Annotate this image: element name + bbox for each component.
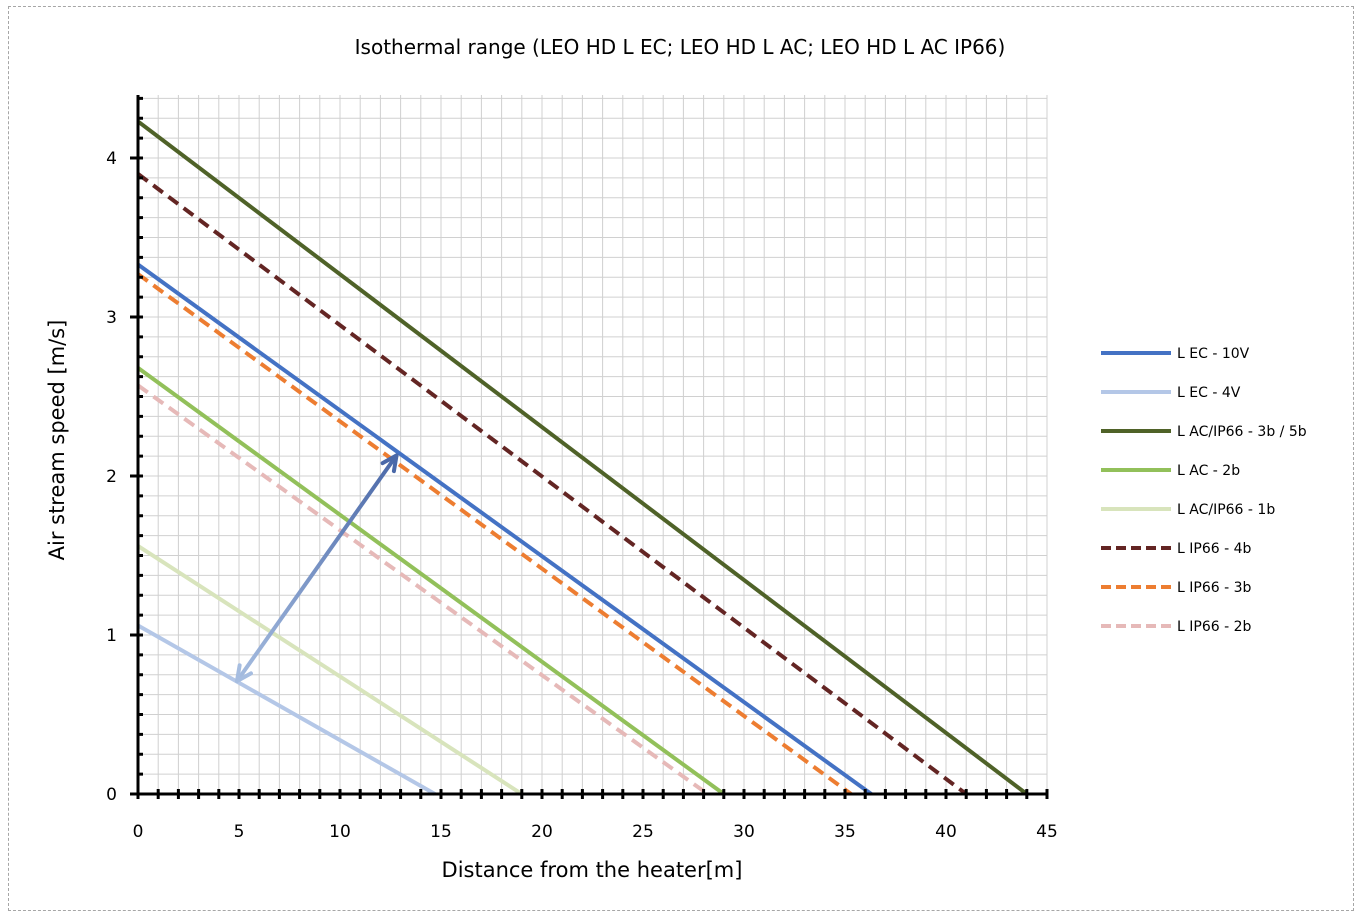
legend-label: L EC - 4V (1177, 385, 1241, 401)
chart-frame (8, 6, 1354, 911)
annotation-arrow-head-start (234, 663, 253, 684)
legend-label: L AC/IP66 - 3b / 5b (1177, 424, 1307, 440)
x-tick-label: 30 (733, 822, 755, 842)
x-tick-label: 5 (234, 822, 245, 842)
y-tick-label: 0 (106, 785, 117, 805)
x-tick-label: 35 (834, 822, 856, 842)
legend-label: L AC/IP66 - 1b (1177, 502, 1275, 518)
x-tick-label: 20 (531, 822, 553, 842)
series-line (136, 383, 709, 796)
series-line (136, 544, 523, 796)
x-tick-label: 10 (329, 822, 351, 842)
series-line (136, 272, 853, 796)
legend: L EC - 10V L EC - 4V L AC/IP66 - 3b / 5b L … (1101, 346, 1307, 635)
axes (130, 95, 1049, 799)
series-line (136, 366, 725, 796)
annotation (234, 453, 399, 684)
annotation-arrow-shaft (235, 454, 399, 683)
series-line (136, 172, 968, 796)
y-tick-label: 2 (106, 467, 117, 487)
y-axis-label: Air stream speed [m/s] (45, 320, 69, 561)
legend-label: L EC - 10V (1177, 346, 1250, 362)
x-axis-label: Distance from the heater[m] (442, 858, 743, 882)
series-line (136, 119, 1029, 796)
y-axis-ticks: 0 1 2 3 4 (106, 149, 117, 805)
series-line (137, 623, 436, 796)
y-tick-label: 3 (106, 308, 117, 328)
x-tick-label: 40 (935, 822, 957, 842)
y-tick-label: 1 (106, 626, 117, 646)
series-lines (136, 119, 1029, 796)
legend-label: L IP66 - 2b (1177, 619, 1251, 635)
y-tick-label: 4 (106, 149, 117, 169)
x-axis-ticks: 0 5 10 15 20 25 30 35 40 45 (133, 822, 1058, 842)
x-tick-label: 45 (1036, 822, 1058, 842)
chart-title: Isothermal range (LEO HD L EC; LEO HD L … (355, 35, 1006, 59)
legend-label: L IP66 - 3b (1177, 580, 1251, 596)
legend-label: L IP66 - 4b (1177, 541, 1251, 557)
grid (138, 95, 1048, 794)
x-tick-label: 15 (430, 822, 452, 842)
x-tick-label: 0 (133, 822, 144, 842)
x-tick-label: 25 (632, 822, 654, 842)
series-line (136, 262, 873, 796)
annotation-arrow-head-end (380, 453, 399, 474)
legend-label: L AC - 2b (1177, 463, 1240, 479)
